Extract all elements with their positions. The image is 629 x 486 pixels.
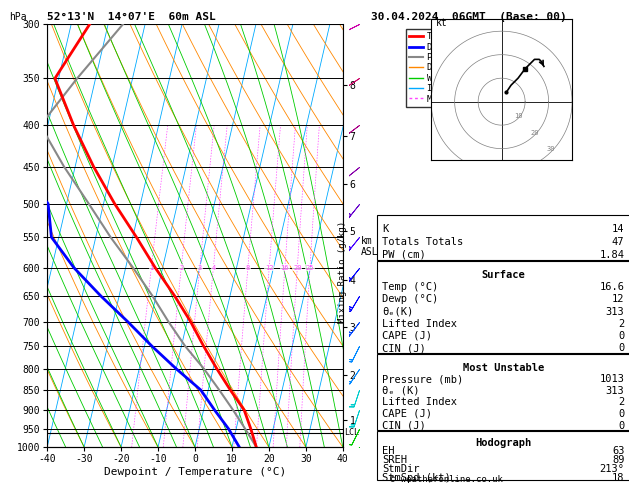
Text: θₑ (K): θₑ (K) bbox=[382, 386, 420, 396]
Text: 4: 4 bbox=[211, 265, 216, 271]
Bar bbox=[377, 261, 629, 353]
X-axis label: Dewpoint / Temperature (°C): Dewpoint / Temperature (°C) bbox=[104, 467, 286, 477]
Text: 313: 313 bbox=[606, 386, 625, 396]
Text: Mixing Ratio (g/kg): Mixing Ratio (g/kg) bbox=[338, 221, 347, 323]
Text: 2: 2 bbox=[618, 398, 625, 407]
Text: hPa: hPa bbox=[9, 12, 26, 22]
Text: K: K bbox=[382, 224, 388, 234]
Bar bbox=[377, 354, 629, 430]
Text: 0: 0 bbox=[618, 409, 625, 419]
Text: StmSpd (kt): StmSpd (kt) bbox=[382, 472, 451, 483]
Text: 1.84: 1.84 bbox=[599, 250, 625, 260]
Text: 14: 14 bbox=[612, 224, 625, 234]
Text: Dewp (°C): Dewp (°C) bbox=[382, 295, 438, 304]
Text: Temp (°C): Temp (°C) bbox=[382, 282, 438, 292]
Text: 2: 2 bbox=[618, 319, 625, 329]
Text: 12: 12 bbox=[265, 265, 274, 271]
Text: 12: 12 bbox=[612, 295, 625, 304]
Text: 1: 1 bbox=[149, 265, 153, 271]
Legend: Temperature, Dewpoint, Parcel Trajectory, Dry Adiabat, Wet Adiabat, Isotherm, Mi: Temperature, Dewpoint, Parcel Trajectory… bbox=[406, 29, 521, 107]
Text: 10: 10 bbox=[514, 113, 522, 119]
Text: PW (cm): PW (cm) bbox=[382, 250, 426, 260]
Y-axis label: km
ASL: km ASL bbox=[361, 236, 379, 257]
Text: 0: 0 bbox=[618, 331, 625, 341]
Text: Surface: Surface bbox=[481, 270, 525, 280]
Text: Lifted Index: Lifted Index bbox=[382, 319, 457, 329]
Text: Lifted Index: Lifted Index bbox=[382, 398, 457, 407]
Text: CIN (J): CIN (J) bbox=[382, 343, 426, 353]
Text: 8: 8 bbox=[246, 265, 250, 271]
Text: 313: 313 bbox=[606, 307, 625, 316]
Text: kt: kt bbox=[436, 18, 448, 29]
Text: Pressure (mb): Pressure (mb) bbox=[382, 374, 463, 384]
Text: 25: 25 bbox=[306, 265, 314, 271]
Text: 18: 18 bbox=[612, 472, 625, 483]
Text: Totals Totals: Totals Totals bbox=[382, 237, 463, 247]
Text: LCL: LCL bbox=[344, 428, 359, 437]
Text: 63: 63 bbox=[612, 446, 625, 456]
Text: Hodograph: Hodograph bbox=[475, 437, 532, 448]
Text: Most Unstable: Most Unstable bbox=[462, 363, 544, 373]
Text: 16.6: 16.6 bbox=[599, 282, 625, 292]
Bar bbox=[377, 432, 629, 480]
Text: 30.04.2024  06GMT  (Base: 00): 30.04.2024 06GMT (Base: 00) bbox=[371, 12, 567, 22]
Text: CIN (J): CIN (J) bbox=[382, 420, 426, 431]
Text: 2: 2 bbox=[179, 265, 184, 271]
Text: StmDir: StmDir bbox=[382, 464, 420, 474]
Text: 0: 0 bbox=[618, 343, 625, 353]
Text: 3: 3 bbox=[198, 265, 202, 271]
Text: 1013: 1013 bbox=[599, 374, 625, 384]
Text: 52°13'N  14°07'E  60m ASL: 52°13'N 14°07'E 60m ASL bbox=[47, 12, 216, 22]
Text: CAPE (J): CAPE (J) bbox=[382, 331, 432, 341]
Text: 30: 30 bbox=[547, 146, 555, 152]
Bar bbox=[377, 215, 629, 260]
Text: θₑ(K): θₑ(K) bbox=[382, 307, 413, 316]
Text: 89: 89 bbox=[612, 455, 625, 465]
Text: EH: EH bbox=[382, 446, 394, 456]
Text: 20: 20 bbox=[293, 265, 301, 271]
Text: CAPE (J): CAPE (J) bbox=[382, 409, 432, 419]
Text: 16: 16 bbox=[281, 265, 289, 271]
Text: SREH: SREH bbox=[382, 455, 407, 465]
Text: © weatheronline.co.uk: © weatheronline.co.uk bbox=[390, 474, 503, 484]
Text: 0: 0 bbox=[618, 420, 625, 431]
Text: 47: 47 bbox=[612, 237, 625, 247]
Text: 213°: 213° bbox=[599, 464, 625, 474]
Text: 20: 20 bbox=[530, 130, 539, 136]
